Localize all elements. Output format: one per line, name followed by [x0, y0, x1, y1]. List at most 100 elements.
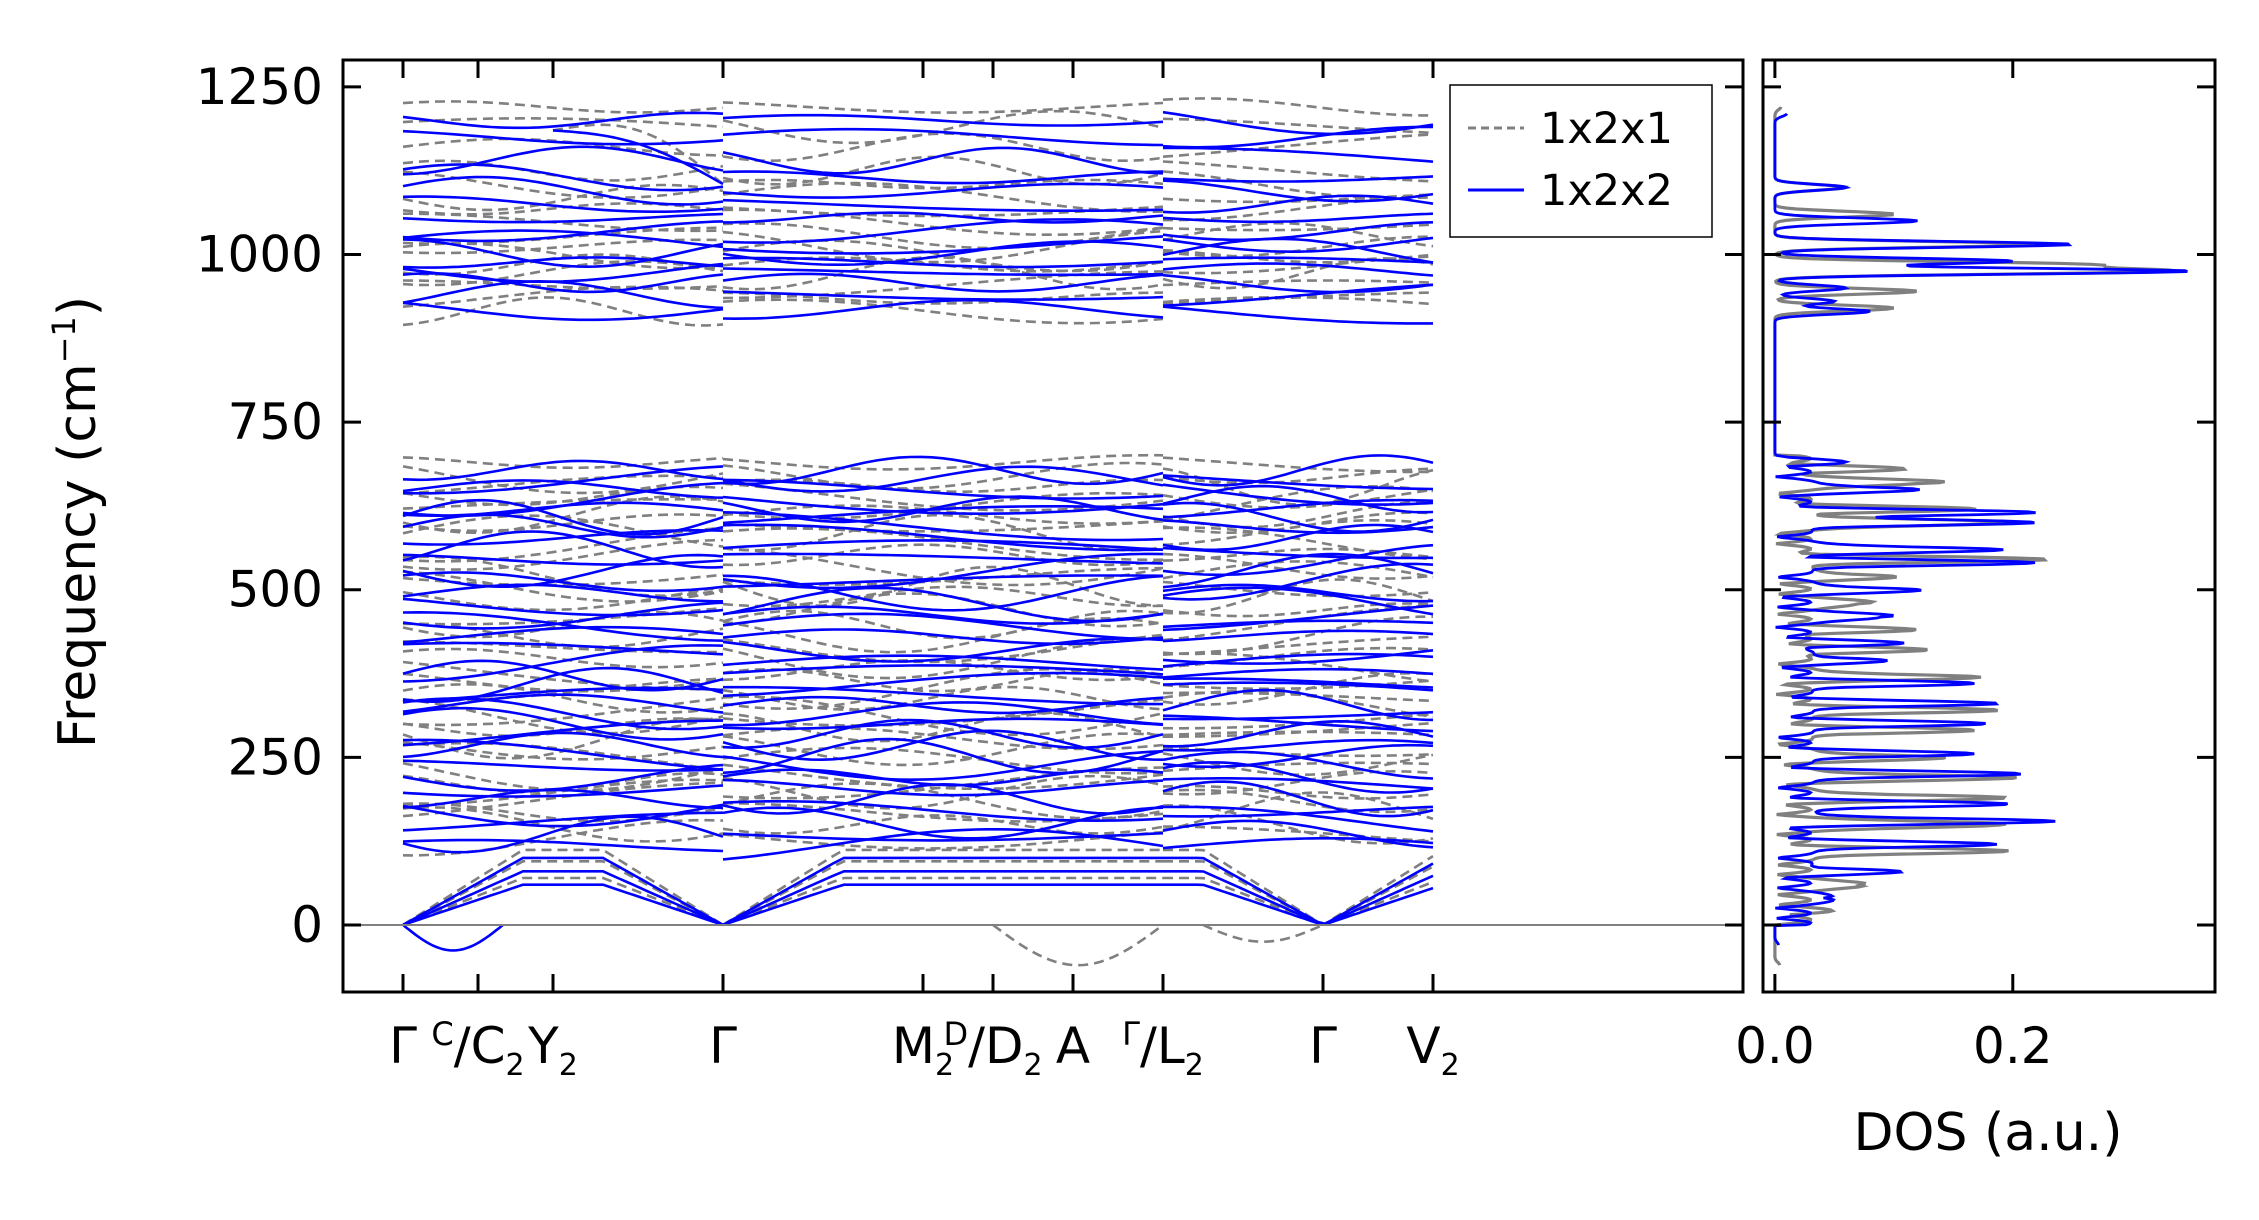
band-1x2x1-mode [1162, 279, 1434, 287]
band-1x2x1-mode [1162, 752, 1434, 776]
band-1x2x1-mode [402, 296, 724, 327]
band-1x2x2-mode [402, 719, 724, 747]
band-1x2x1-mode [402, 117, 724, 129]
band-1x2x1-mode [722, 222, 1164, 250]
band-1x2x2-mode [723, 701, 1164, 727]
band-1x2x2-mode [722, 552, 1164, 590]
band-1x2x2-mode [402, 856, 724, 927]
band-1x2x2-mode [722, 695, 1164, 715]
band-1x2x1-mode [722, 298, 1164, 325]
band-1x2x2-mode [722, 637, 1164, 663]
band-1x2x2-mode [402, 220, 724, 243]
y-tick-label: 0 [291, 896, 323, 954]
band-1x2x2-mode [402, 262, 724, 283]
band-1x2x2-mode [1162, 604, 1434, 632]
band-1x2x2-mode [1162, 305, 1433, 325]
band-1x2x1-mode [1162, 602, 1434, 618]
band-1x2x1-mode [1162, 511, 1434, 535]
band-1x2x2-mode [722, 664, 1164, 676]
band-1x2x1-mode [722, 685, 1164, 711]
y-tick-label: 1250 [196, 58, 323, 116]
band-1x2x1-mode [722, 814, 1164, 835]
band-1x2x2-mode [1162, 738, 1434, 752]
band-1x2x2-mode [722, 870, 1163, 927]
band-1x2x1-mode [402, 238, 724, 255]
band-1x2x1-mode [722, 585, 1164, 608]
band-1x2x2-mode [1162, 805, 1434, 818]
band-1x2x2-mode [1162, 562, 1434, 601]
band-1x2x2-mode [722, 146, 1164, 175]
band-1x2x1-mode [722, 876, 1163, 927]
band-1x2x2-mode [1162, 780, 1434, 818]
band-1x2x2-mode [722, 478, 1164, 500]
band-1x2x2-mode [1162, 194, 1434, 214]
band-1x2x1-mode [1162, 769, 1434, 796]
band-1x2x2-imaginary-mode [402, 923, 504, 952]
y-tick-label: 1000 [196, 225, 323, 283]
band-1x2x1-mode [1162, 788, 1434, 814]
band-1x2x1-mode [722, 801, 1164, 823]
band-1x2x2-mode [722, 267, 1164, 277]
band-1x2x1-mode [722, 101, 1164, 114]
band-1x2x1-mode [1162, 526, 1434, 561]
legend-label-1x2x1: 1x2x1 [1540, 104, 1673, 154]
band-1x2x2-mode [402, 644, 724, 683]
band-1x2x2-mode [1163, 883, 1434, 926]
band-1x2x1-mode [722, 592, 1164, 628]
band-1x2x2-mode [402, 238, 724, 269]
band-1x2x2-mode [402, 601, 724, 630]
band-1x2x1-mode [722, 732, 1164, 767]
band-1x2x1-mode [1162, 745, 1434, 758]
band-1x2x2-top-mode [552, 129, 724, 186]
band-1x2x1-mode [1162, 825, 1434, 843]
dos-x-axis-label: DOS (a.u.) [1854, 1103, 2123, 1163]
band-1x2x2-mode [722, 465, 1164, 493]
band-1x2x2-mode [1162, 474, 1434, 491]
band-1x2x1-mode [1162, 488, 1434, 509]
band-1x2x1-imaginary-mode [992, 923, 1164, 967]
legend-box [1449, 84, 1713, 238]
band-1x2x1-mode [1162, 560, 1434, 580]
band-1x2x2-mode [402, 731, 724, 759]
band-1x2x1-top-mode [552, 123, 724, 186]
dos-lines [1773, 106, 2188, 966]
band-1x2x2-mode [722, 718, 1164, 750]
y-tick-label: 500 [228, 561, 323, 619]
band-1x2x1-mode [722, 695, 1164, 737]
band-1x2x1-mode [722, 255, 1164, 291]
band-1x2x2-mode [1162, 837, 1434, 850]
band-1x2x2-mode [722, 198, 1164, 212]
band-1x2x2-mode [722, 750, 1164, 782]
band-1x2x1-imaginary-mode [1202, 923, 1324, 944]
band-lines [402, 97, 1434, 967]
band-1x2x1-mode [1162, 635, 1434, 656]
k-point-label: Y2 [527, 1017, 578, 1083]
band-1x2x2-mode [402, 481, 724, 517]
band-1x2x1-mode [722, 461, 1164, 490]
band-1x2x1-mode [402, 876, 724, 927]
band-1x2x2-mode [722, 717, 1164, 731]
band-1x2x2-mode [402, 111, 724, 130]
band-1x2x2-mode [1162, 719, 1434, 748]
band-1x2x2-mode [1162, 677, 1434, 689]
band-1x2x2-mode [722, 612, 1164, 641]
band-1x2x2-mode [722, 235, 1164, 255]
dos-x-tick-labels: 0.0 0.2 [1735, 1017, 2052, 1075]
band-1x2x2-mode [1162, 125, 1434, 149]
band-1x2x2-mode [402, 571, 724, 593]
band-1x2x1-mode [722, 109, 1164, 145]
band-1x2x1-mode [722, 633, 1164, 664]
band-1x2x2-mode [722, 552, 1164, 565]
band-1x2x2-mode [402, 256, 724, 269]
band-1x2x1-mode [402, 456, 724, 470]
band-1x2x1-mode [722, 513, 1164, 552]
band-1x2x2-mode [402, 195, 724, 213]
band-1x2x2-mode [402, 610, 724, 642]
band-1x2x1-mode [722, 659, 1164, 682]
band-1x2x2-mode [1162, 583, 1434, 603]
band-1x2x1-mode [722, 543, 1164, 567]
band-1x2x2-mode [402, 788, 724, 810]
band-1x2x1-mode [722, 565, 1164, 608]
band-1x2x2-mode [1162, 819, 1434, 849]
band-1x2x1-mode [1162, 248, 1434, 264]
